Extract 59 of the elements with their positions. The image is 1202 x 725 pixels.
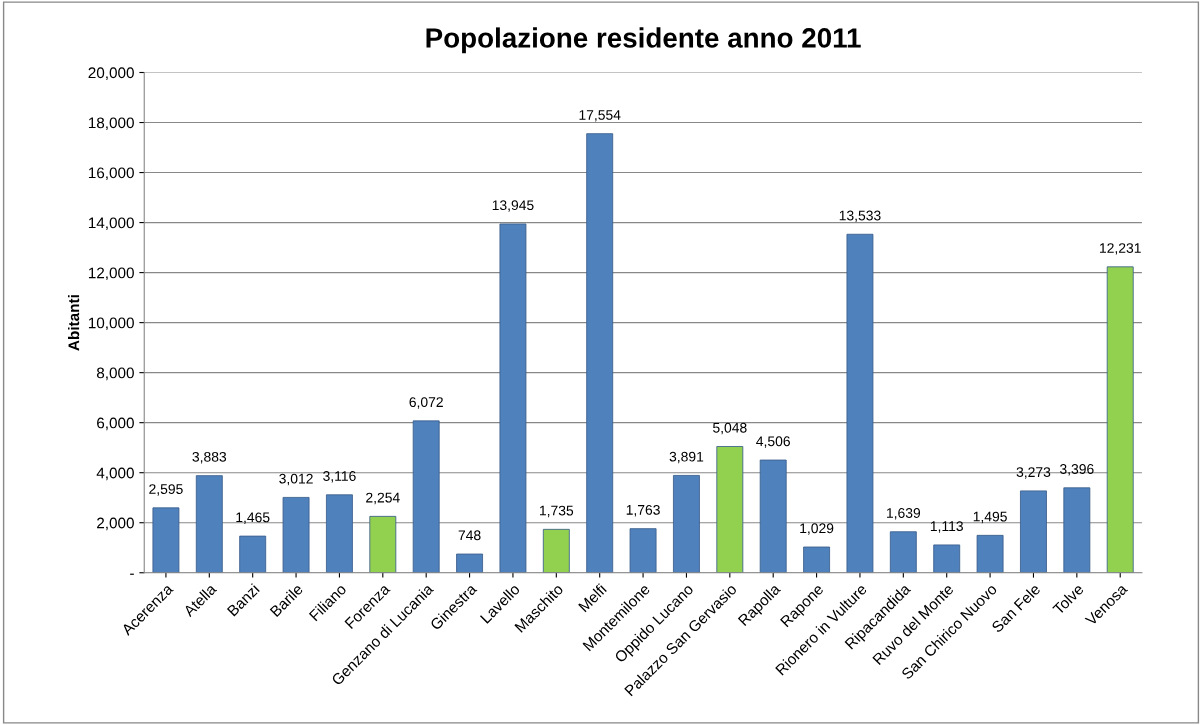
chart-title: Popolazione residente anno 2011 [426,27,861,54]
bar [1020,490,1047,573]
bar [456,553,483,573]
data-label: 1,113 [930,521,963,533]
data-label: 12,231 [1100,243,1141,255]
data-label: 1,735 [540,505,574,518]
bar [412,420,440,573]
bar [1063,487,1091,573]
y-tick-label: 12,000 [88,267,134,281]
y-axis-title: Abitanti [68,295,80,351]
data-label: 13,533 [839,210,881,223]
y-tick-label: 6,000 [97,417,134,431]
bar [586,133,614,573]
bar [803,546,831,573]
y-tick-label: 20,000 [88,67,134,80]
data-label: 3,891 [669,451,704,464]
bar [152,507,180,573]
bar [282,496,310,573]
data-label: 3,883 [192,451,227,464]
y-tick-label: 2,000 [97,517,134,531]
data-label: 2,254 [366,492,400,505]
y-tick-label: 8,000 [96,367,134,381]
data-label: 3,273 [1016,467,1051,479]
y-tick-label: 4,000 [96,467,134,481]
data-label: 3,116 [323,471,356,483]
data-label: 3,396 [1059,464,1094,476]
bar [369,515,397,573]
data-label: 1,763 [626,504,660,517]
y-tick-label: 16,000 [88,167,134,181]
bar [846,233,874,573]
bar [195,475,223,573]
bar [716,446,744,573]
data-label: 17,554 [579,110,621,122]
bar [889,531,917,573]
y-tick-label: - [130,573,134,575]
data-label: 2,595 [149,484,183,496]
bar [499,223,527,573]
data-label: 6,072 [409,397,443,409]
y-tick-label: 14,000 [88,217,134,231]
data-label: 5,048 [713,422,747,435]
y-tick-label: 10,000 [88,317,134,331]
data-label: 1,465 [236,512,270,524]
data-label: 13,945 [492,200,534,212]
y-tick-label: 18,000 [88,117,134,131]
bar [933,544,961,573]
data-label: 1,029 [800,523,834,535]
bar [673,475,700,573]
bar [326,494,353,573]
data-label: 1,639 [887,508,921,520]
bar [1106,266,1134,573]
data-label: 3,012 [279,473,313,486]
bar [239,535,267,573]
data-label: 4,506 [756,436,790,448]
data-label: 748 [458,530,481,541]
bar [759,459,787,573]
bar [542,528,570,573]
bar [629,528,657,573]
data-label: 1,495 [973,511,1007,524]
bar [976,534,1004,573]
